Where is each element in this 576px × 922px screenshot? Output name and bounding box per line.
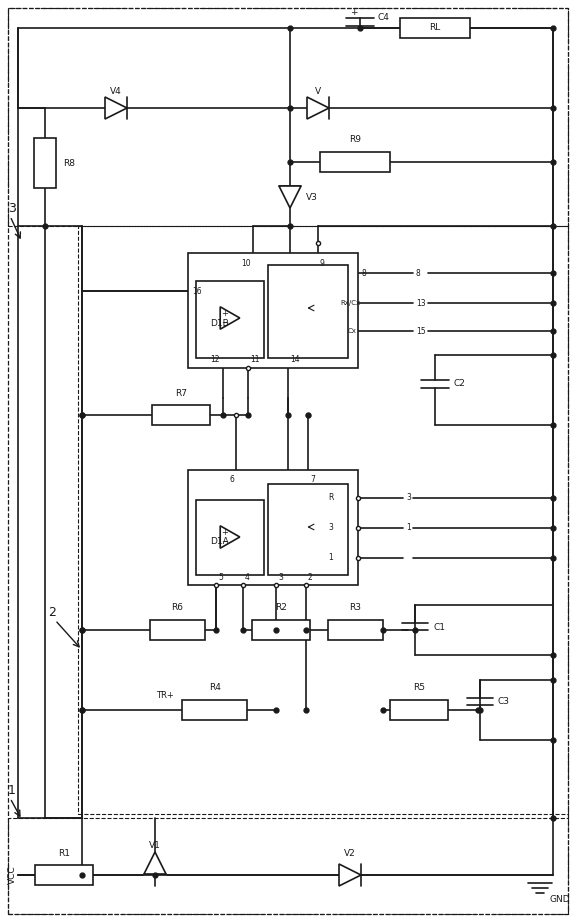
Text: 1: 1	[328, 553, 333, 562]
Bar	[188, 253, 358, 368]
Text: 13: 13	[416, 299, 426, 308]
Text: +: +	[350, 8, 358, 18]
Text: 7: 7	[310, 476, 315, 484]
Polygon shape	[144, 852, 166, 874]
Text: D1B: D1B	[210, 318, 229, 327]
Bar	[320, 152, 390, 172]
Bar	[8, 818, 568, 914]
Text: C3: C3	[498, 698, 510, 706]
Text: R5: R5	[413, 683, 425, 692]
Text: 15: 15	[416, 326, 426, 336]
Bar	[390, 700, 448, 720]
Text: 11: 11	[250, 356, 260, 364]
Text: R1: R1	[58, 848, 70, 857]
Polygon shape	[339, 864, 361, 886]
Text: GND: GND	[550, 894, 571, 904]
Bar	[400, 18, 470, 38]
Text: 8: 8	[416, 268, 420, 278]
Text: R2: R2	[275, 604, 287, 612]
Text: 3: 3	[406, 493, 411, 502]
Text: V4: V4	[110, 88, 122, 97]
Polygon shape	[220, 307, 240, 329]
Text: 16: 16	[192, 287, 202, 295]
Text: R4: R4	[209, 683, 221, 692]
Bar	[196, 281, 264, 358]
Text: 4: 4	[245, 573, 250, 582]
Bar	[196, 500, 264, 575]
Text: 5: 5	[218, 573, 223, 582]
Text: R3: R3	[349, 604, 361, 612]
Text: R: R	[328, 493, 334, 502]
Polygon shape	[105, 97, 127, 119]
Text: +: +	[221, 309, 228, 317]
Bar	[328, 620, 383, 640]
Text: 2: 2	[48, 606, 56, 619]
Text: Cx: Cx	[348, 328, 357, 334]
Text: R8: R8	[63, 159, 75, 168]
Text: 10: 10	[241, 258, 251, 267]
Text: 3: 3	[328, 524, 333, 533]
Bar	[150, 620, 205, 640]
Bar	[188, 470, 358, 585]
Text: V1: V1	[149, 841, 161, 849]
Text: C4: C4	[378, 14, 390, 22]
Bar	[78, 226, 568, 814]
Bar	[268, 265, 348, 358]
Text: R7: R7	[175, 388, 187, 397]
Text: −: −	[221, 538, 228, 547]
Polygon shape	[220, 526, 240, 549]
Text: RL: RL	[429, 23, 441, 32]
Text: 3: 3	[8, 202, 16, 215]
Bar	[268, 484, 348, 575]
Text: 8: 8	[361, 268, 366, 278]
Text: 1: 1	[8, 784, 16, 797]
Bar	[8, 8, 568, 226]
Bar	[252, 620, 310, 640]
Text: VCC: VCC	[7, 866, 17, 884]
Text: TR+: TR+	[156, 692, 174, 701]
Bar	[182, 700, 247, 720]
Text: −: −	[221, 318, 228, 327]
Text: +: +	[221, 527, 228, 537]
Text: Rx/Cx: Rx/Cx	[340, 300, 360, 306]
Text: C1: C1	[433, 622, 445, 632]
Text: 2: 2	[308, 573, 313, 582]
Text: 1: 1	[406, 524, 411, 533]
Text: D1A: D1A	[210, 538, 229, 547]
Text: 3: 3	[278, 573, 283, 582]
Bar	[35, 865, 93, 885]
Polygon shape	[279, 186, 301, 208]
Text: V: V	[315, 88, 321, 97]
Text: R9: R9	[349, 136, 361, 145]
Text: R6: R6	[171, 604, 183, 612]
Text: C2: C2	[453, 379, 465, 387]
Bar	[34, 138, 56, 188]
Polygon shape	[307, 97, 329, 119]
Text: 12: 12	[210, 356, 220, 364]
Text: 14: 14	[290, 356, 300, 364]
Text: V2: V2	[344, 848, 356, 857]
Text: V3: V3	[306, 193, 318, 202]
Text: 9: 9	[320, 258, 325, 267]
Text: 6: 6	[229, 476, 234, 484]
Bar	[152, 405, 210, 425]
